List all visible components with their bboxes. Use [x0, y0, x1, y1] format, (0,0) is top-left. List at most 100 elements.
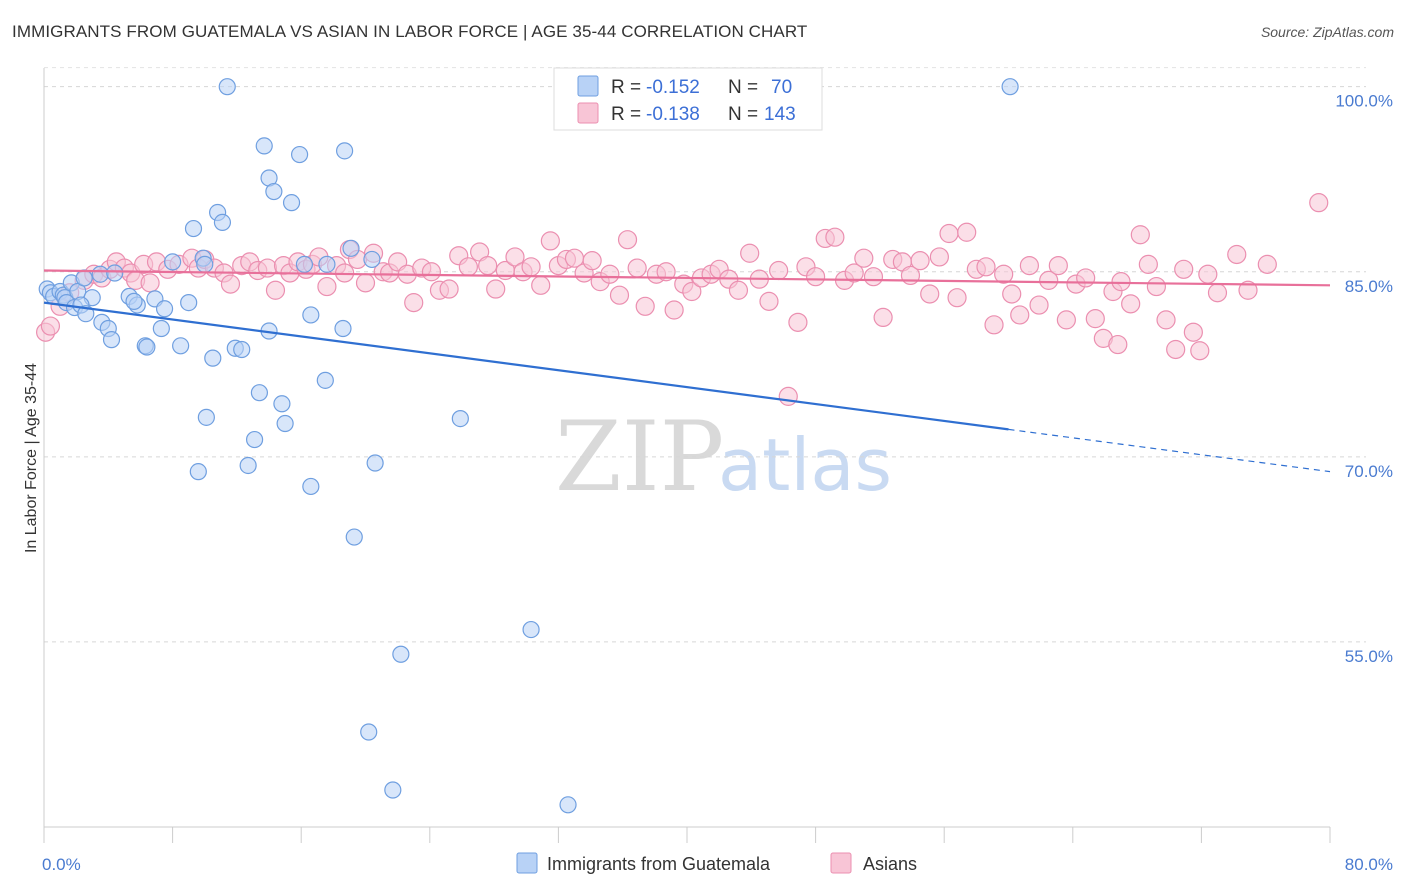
guatemala-point: [239, 456, 257, 475]
asians-point: [788, 312, 808, 332]
guatemala-point: [1001, 78, 1019, 96]
asians-point: [929, 247, 949, 267]
guatemala-point: [255, 137, 273, 155]
asians-point: [1198, 264, 1218, 284]
legend-swatch-asians-bottom: [830, 852, 852, 874]
chart-title: IMMIGRANTS FROM GUATEMALA VS ASIAN IN LA…: [12, 22, 808, 41]
guatemala-point: [302, 306, 320, 324]
guatemala-point: [318, 255, 336, 273]
axes: [43, 68, 1331, 843]
asians-point: [769, 260, 789, 281]
watermark-atlas: atlas: [718, 423, 892, 507]
guatemala-point: [189, 463, 207, 481]
asians-point: [1174, 259, 1194, 279]
guatemala-point: [106, 264, 124, 282]
guatemala-point: [559, 796, 577, 814]
guatemala-point: [360, 723, 378, 741]
guatemala-point: [196, 255, 214, 273]
guatemala-point: [276, 414, 294, 433]
asians-point: [421, 262, 442, 282]
asians-point: [617, 230, 638, 250]
asians-point: [1190, 341, 1210, 361]
asians-point: [40, 316, 61, 336]
asians-point: [1108, 334, 1128, 355]
guatemala-point: [204, 349, 222, 367]
asians-point: [1002, 284, 1022, 304]
guatemala-point: [392, 645, 410, 663]
asians-point: [635, 296, 655, 316]
asians-point: [1076, 268, 1096, 288]
legend-n-label-2: N =: [728, 104, 758, 125]
stats-legend: R = -0.152 N = 70 R = -0.138 N = 143: [553, 67, 823, 131]
asians-point: [1156, 310, 1176, 330]
asians-point: [759, 291, 779, 311]
guatemala-point: [172, 337, 190, 355]
legend-swatch-asians: [577, 102, 599, 124]
asians-point: [1309, 193, 1329, 213]
legend-n-value-1: 70: [771, 77, 792, 98]
asians-point: [265, 280, 286, 300]
guatemala-point: [180, 294, 198, 312]
asians-point: [844, 263, 864, 283]
y-tick-label: 55.0%: [1345, 647, 1393, 666]
asians-point: [257, 258, 278, 278]
asians-point: [863, 267, 884, 287]
asians-point: [582, 251, 602, 271]
asians-point: [505, 247, 525, 267]
asians-point: [540, 231, 560, 251]
asians-point: [1257, 254, 1277, 274]
y-tick-label: 85.0%: [1345, 277, 1393, 296]
asians-point: [1138, 254, 1158, 274]
asians-point: [1166, 339, 1186, 360]
asians-point: [1048, 255, 1068, 276]
guatemala-point: [282, 194, 301, 212]
asians-point: [740, 243, 760, 263]
asians-point: [1121, 294, 1141, 314]
guatemala-point: [184, 219, 203, 238]
guatemala-point: [125, 292, 143, 310]
guatemala-point: [218, 78, 236, 96]
asians-point: [728, 280, 749, 300]
asians-point: [531, 275, 551, 295]
guatemala-point: [522, 620, 540, 639]
asians-point: [486, 279, 506, 299]
x-tick-label: 80.0%: [1345, 855, 1393, 874]
asians-point: [947, 288, 967, 308]
guatemala-point: [316, 371, 334, 389]
asians-point: [1019, 255, 1039, 276]
guatemala-point: [302, 477, 320, 496]
guatemala-point: [273, 395, 291, 413]
asians-point: [994, 264, 1014, 284]
asians-point: [458, 257, 478, 277]
legend-box: [553, 67, 823, 131]
guatemala-point: [250, 384, 269, 402]
legend-r-value-2: -0.138: [646, 104, 700, 125]
legend-n-value-2: 143: [764, 104, 796, 125]
legend-n-label-1: N =: [728, 77, 758, 98]
asians-point: [1238, 280, 1258, 300]
asians-point: [140, 273, 160, 293]
asians-point: [355, 273, 376, 293]
guatemala-point: [152, 319, 170, 338]
y-axis-label: In Labor Force | Age 35-44: [23, 363, 40, 553]
legend-swatch-guatemala: [577, 75, 599, 97]
asians-point: [220, 274, 241, 294]
asians-point: [825, 227, 845, 247]
guatemala-point: [75, 269, 93, 287]
guatemala-point: [155, 300, 174, 318]
asians-point: [957, 222, 977, 242]
asians-point: [1183, 322, 1203, 342]
guatemala-point: [197, 408, 215, 426]
asians-point: [682, 281, 702, 302]
x-tick-labels: 0.0% 80.0%: [42, 855, 1393, 874]
source-label: Source: ZipAtlas.com: [1260, 24, 1394, 40]
guatemala-point: [164, 253, 182, 271]
asians-point: [854, 248, 874, 268]
asians-point: [984, 315, 1004, 335]
asians-point: [873, 307, 893, 328]
guatemala-point: [451, 409, 469, 428]
guatemala-point: [295, 255, 314, 273]
guatemala-point: [138, 338, 156, 356]
asians-point: [1227, 244, 1247, 265]
asians-point: [1130, 225, 1150, 245]
